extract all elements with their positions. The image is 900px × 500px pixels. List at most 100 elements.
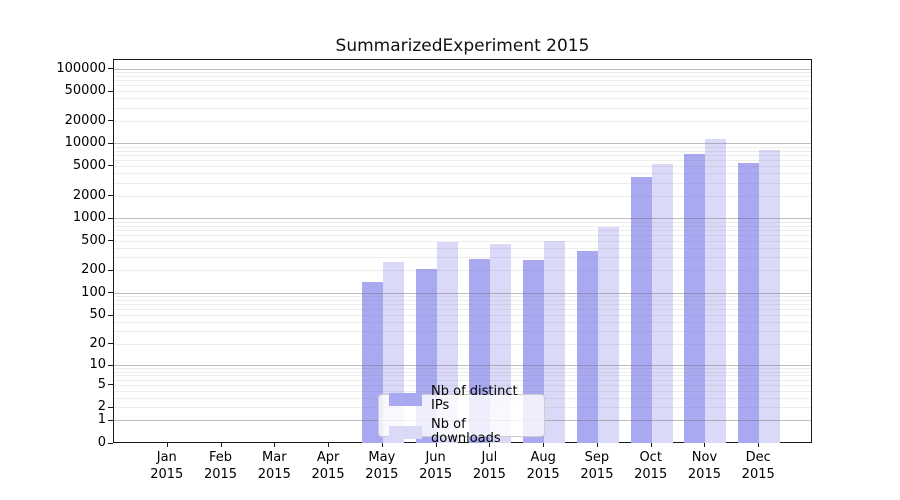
gridline-300	[114, 257, 811, 259]
x-tick-may	[381, 443, 383, 447]
x-tick-jan	[166, 443, 168, 447]
bar-jun-downloads	[436, 242, 458, 443]
legend-swatch-distinct-ips-icon	[389, 392, 422, 406]
y-tick-20	[108, 343, 113, 345]
gridline-20000	[114, 120, 811, 122]
gridline-2000	[114, 195, 811, 197]
gridline-50000	[114, 91, 811, 93]
legend-item-downloads: Nb of downloads	[389, 418, 536, 446]
x-tick-jul	[489, 443, 491, 447]
gridline-40000	[114, 98, 811, 100]
bar-aug-downloads	[544, 241, 566, 443]
y-tick-10000	[108, 142, 113, 144]
y-tick-label-20000: 20000	[64, 112, 106, 128]
bar-dec-downloads	[759, 150, 781, 443]
bar-oct-ips	[630, 176, 652, 443]
gridline-80	[114, 300, 811, 302]
gridline-60000	[114, 85, 811, 87]
y-tick-label-5: 5	[97, 376, 106, 392]
gridline-5	[114, 384, 811, 386]
y-tick-label-2000: 2000	[72, 187, 106, 203]
x-tick-dec	[758, 443, 760, 447]
gridline-70000	[114, 80, 811, 82]
y-tick-label-10000: 10000	[64, 135, 106, 151]
y-tick-label-2: 2	[97, 399, 106, 415]
x-tick-aug	[543, 443, 545, 447]
y-tick-20000	[108, 120, 113, 122]
gridline-30000	[114, 107, 811, 109]
gridline-7	[114, 375, 811, 377]
y-tick-label-100000: 100000	[56, 60, 106, 76]
gridline-60	[114, 309, 811, 311]
chart-title: SummarizedExperiment 2015	[335, 36, 590, 56]
y-tick-100	[108, 292, 113, 294]
gridline-90	[114, 296, 811, 298]
y-tick-5	[108, 384, 113, 386]
x-tick-label-dec: Dec 2015	[741, 450, 775, 482]
plot-area	[113, 59, 812, 443]
x-tick-oct	[650, 443, 652, 447]
x-tick-feb	[220, 443, 222, 447]
y-tick-label-50000: 50000	[64, 83, 106, 99]
y-tick-label-100: 100	[81, 284, 106, 300]
gridline-4	[114, 390, 811, 392]
y-tick-label-20: 20	[89, 335, 106, 351]
bar-sep-downloads	[597, 226, 619, 443]
bar-sep-ips	[576, 251, 598, 443]
gridline-400	[114, 248, 811, 250]
gridline-900	[114, 221, 811, 223]
y-tick-200	[108, 269, 113, 271]
y-tick-2	[108, 406, 113, 408]
gridline-30	[114, 331, 811, 333]
y-tick-label-500: 500	[81, 232, 106, 248]
y-tick-5000	[108, 165, 113, 167]
gridline-9000	[114, 146, 811, 148]
y-tick-0	[108, 442, 113, 444]
x-tick-label-may: May 2015	[365, 450, 399, 482]
gridline-700	[114, 229, 811, 231]
x-tick-mar	[274, 443, 276, 447]
x-tick-label-apr: Apr 2015	[311, 450, 345, 482]
gridline-7000	[114, 155, 811, 156]
x-tick-label-mar: Mar 2015	[257, 450, 291, 482]
gridline-10	[114, 365, 811, 366]
x-tick-label-oct: Oct 2015	[634, 450, 668, 482]
x-tick-label-aug: Aug 2015	[526, 450, 560, 482]
y-tick-50000	[108, 90, 113, 92]
gridline-9	[114, 368, 811, 370]
gridline-500	[114, 240, 811, 242]
y-tick-label-50: 50	[89, 307, 106, 323]
gridline-100000	[114, 68, 811, 70]
y-tick-500	[108, 240, 113, 242]
bar-jul-downloads	[490, 243, 512, 443]
gridline-4000	[114, 173, 811, 175]
bar-may-ips	[361, 281, 383, 443]
y-tick-label-10: 10	[89, 357, 106, 372]
gridline-100	[114, 292, 811, 294]
x-tick-label-nov: Nov 2015	[687, 450, 721, 482]
gridline-5000	[114, 165, 811, 167]
bar-dec-ips	[738, 162, 760, 443]
gridline-6	[114, 379, 811, 381]
y-tick-2000	[108, 195, 113, 197]
x-tick-label-jan: Jan 2015	[150, 450, 184, 482]
x-tick-label-sep: Sep 2015	[580, 450, 614, 482]
gridline-70	[114, 304, 811, 306]
gridline-40	[114, 322, 811, 324]
legend-label-distinct-ips: Nb of distinct IPs	[431, 384, 518, 413]
bar-nov-downloads	[705, 139, 727, 443]
gridline-3000	[114, 182, 811, 184]
x-tick-sep	[596, 443, 598, 447]
legend: Nb of distinct IPs Nb of downloads	[378, 385, 545, 446]
gridline-600	[114, 234, 811, 236]
y-tick-label-5000: 5000	[72, 157, 106, 173]
y-tick-label-1: 1	[97, 412, 106, 428]
y-tick-label-0: 0	[97, 435, 106, 450]
gridline-1000	[114, 218, 811, 220]
gridline-8000	[114, 150, 811, 152]
gridline-20	[114, 343, 811, 345]
bar-oct-downloads	[651, 163, 673, 443]
legend-item-distinct-ips: Nb of distinct IPs	[389, 385, 536, 413]
y-tick-label-200: 200	[81, 262, 106, 278]
